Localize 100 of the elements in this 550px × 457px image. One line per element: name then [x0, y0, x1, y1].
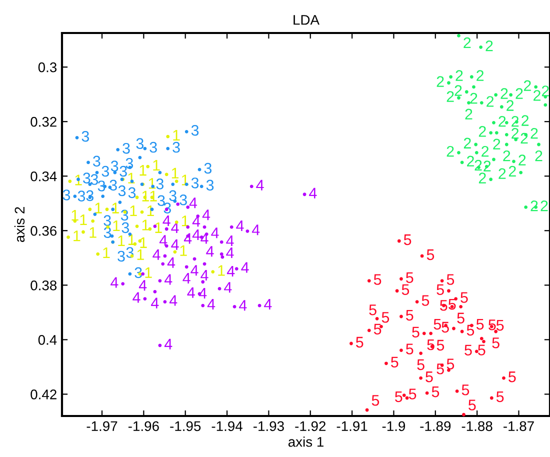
text: 5 — [468, 400, 476, 410]
point — [258, 304, 262, 308]
text: 5 — [417, 359, 424, 370]
text: 5 — [436, 284, 444, 295]
text: 3 — [82, 130, 89, 142]
point — [440, 279, 444, 282]
text: 5 — [372, 395, 380, 406]
text: 3 — [93, 156, 100, 167]
point — [544, 103, 548, 107]
point — [397, 239, 401, 243]
text: 4 — [190, 265, 198, 276]
text: 4 — [226, 236, 234, 246]
text: 1 — [80, 214, 87, 226]
point — [400, 348, 403, 352]
point — [184, 265, 188, 269]
text: 3 — [158, 195, 165, 206]
point — [302, 192, 306, 196]
series-label: 1 — [142, 220, 149, 230]
point — [153, 290, 157, 294]
point — [500, 105, 504, 109]
y-tick-label: 0.3 — [38, 62, 57, 72]
point — [447, 289, 450, 293]
point — [174, 180, 178, 183]
text: 4 — [187, 287, 195, 298]
text: 4 — [159, 235, 168, 246]
y-tick-label: 0.4 — [38, 335, 57, 345]
text: 2 — [456, 70, 463, 81]
x-tick-label: -1.97 — [86, 421, 118, 432]
point — [200, 184, 204, 188]
text: 3 — [110, 180, 117, 191]
point — [86, 160, 90, 164]
text: 5 — [374, 324, 382, 335]
point — [91, 219, 95, 223]
text: 2 — [534, 90, 540, 101]
text: 2 — [506, 100, 514, 111]
text: 5 — [426, 249, 434, 260]
text: 3 — [191, 178, 199, 188]
point — [88, 208, 92, 212]
y-tick-label: 0.38 — [30, 280, 57, 290]
chart-title: LDA — [294, 15, 320, 25]
text: 5 — [422, 295, 430, 306]
text: 1 — [137, 249, 144, 260]
point — [452, 326, 456, 330]
point — [422, 332, 426, 336]
text: 3 — [172, 142, 180, 153]
text: 3 — [62, 190, 70, 200]
point — [464, 90, 468, 94]
text: 5 — [457, 312, 464, 324]
text: 2 — [470, 92, 478, 104]
x-tick-label: -1.96 — [128, 421, 159, 432]
point — [163, 300, 167, 304]
text: 5 — [369, 304, 376, 316]
text: 3 — [180, 194, 187, 206]
text: 4 — [252, 224, 260, 236]
point — [419, 352, 423, 356]
point — [173, 250, 177, 254]
text: 4 — [164, 274, 172, 285]
point — [220, 255, 224, 259]
text: 1 — [95, 202, 102, 214]
text: 5 — [406, 310, 414, 321]
text: 3 — [120, 166, 127, 177]
point — [101, 194, 105, 198]
point — [480, 336, 484, 340]
text: 4 — [236, 220, 244, 232]
text: 1 — [74, 230, 80, 242]
x-tick-label: -1.89 — [420, 421, 451, 432]
point — [419, 376, 423, 380]
point — [480, 101, 484, 104]
point — [534, 85, 538, 89]
text: 5 — [412, 326, 420, 338]
text: 1 — [218, 265, 225, 276]
text: 5 — [464, 344, 472, 356]
series-label: 3 — [86, 190, 94, 202]
point — [220, 240, 224, 244]
text: 2 — [530, 128, 538, 139]
point — [105, 208, 109, 212]
y-tick-label: 0.34 — [30, 171, 57, 182]
text: 2 — [465, 108, 472, 120]
text: 2 — [474, 160, 482, 171]
text: 2 — [446, 146, 454, 157]
text: 5 — [382, 312, 390, 323]
text: 5 — [406, 344, 414, 354]
text: 2 — [535, 150, 542, 162]
text: 3 — [98, 180, 106, 192]
text: 1 — [130, 206, 137, 216]
text: 5 — [408, 388, 416, 400]
point — [479, 45, 483, 49]
point — [474, 142, 478, 146]
text: 4 — [132, 292, 140, 303]
point — [202, 262, 206, 266]
series-label: 5 — [488, 320, 496, 330]
text: 5 — [462, 384, 470, 396]
point — [395, 289, 399, 293]
text: 3 — [83, 172, 90, 184]
text: 2 — [516, 88, 523, 99]
text: 3 — [122, 142, 130, 154]
text: 5 — [460, 292, 468, 303]
text: 4 — [211, 228, 219, 238]
x-tick-label: -1.94 — [212, 421, 242, 432]
text: 2 — [530, 200, 538, 212]
